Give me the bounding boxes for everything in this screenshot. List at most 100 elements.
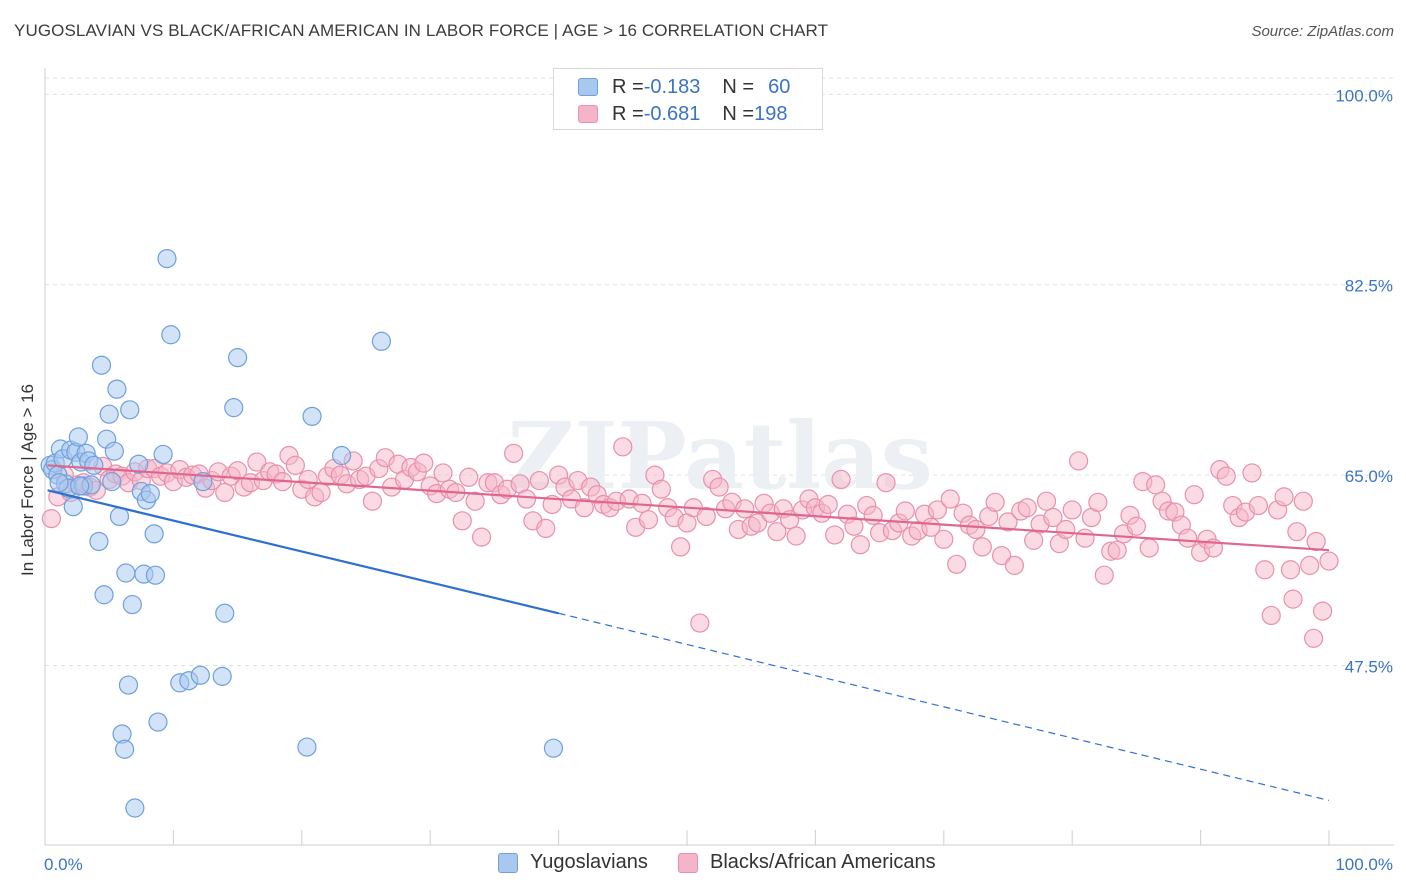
- yugoslavian-point: [215, 603, 235, 623]
- black-african-american-point: [1216, 466, 1236, 486]
- yugoslavian-point: [148, 712, 168, 732]
- black-african-american-point: [1248, 495, 1268, 516]
- black-african-american-point: [638, 510, 659, 530]
- black-african-american-point: [1184, 485, 1204, 505]
- legend-item-yugoslavians: Yugoslavians: [498, 851, 648, 874]
- source-label: Source: ZipAtlas.com: [1251, 23, 1394, 40]
- y-tick-label: 100.0%: [1335, 86, 1393, 105]
- black-african-american-point: [1312, 601, 1333, 621]
- yugoslavian-point: [193, 472, 213, 492]
- yugoslavian-point: [543, 738, 564, 758]
- black-african-american-point: [1280, 560, 1301, 580]
- legend-swatch-blue: [498, 852, 518, 873]
- yugoslavian-point: [84, 455, 104, 475]
- black-african-american-point: [1300, 555, 1320, 575]
- yugoslavian-point: [102, 472, 122, 492]
- yugoslavian-point: [94, 585, 114, 605]
- black-african-american-point: [613, 437, 633, 457]
- black-african-american-point: [1094, 565, 1114, 585]
- black-african-american-point: [1283, 589, 1303, 609]
- black-african-american-point: [651, 479, 671, 499]
- black-african-american-point: [1024, 530, 1044, 550]
- yugoslavian-point: [153, 444, 173, 465]
- yugoslavian-point: [104, 441, 124, 461]
- y-tick-label: 82.5%: [1345, 277, 1393, 296]
- black-african-american-point: [844, 516, 864, 536]
- black-african-american-point: [1088, 492, 1108, 512]
- yugoslavian-point: [332, 445, 352, 466]
- yugoslavian-point: [63, 497, 83, 517]
- trend-lines: [47, 464, 1330, 801]
- black-african-american-point: [414, 453, 434, 473]
- legend-r-label: R =: [612, 102, 644, 125]
- yugoslavian-trend-line-extension: [558, 612, 1330, 801]
- black-african-american-point: [1036, 491, 1057, 511]
- black-african-american-point: [529, 470, 549, 491]
- black-african-american-point: [504, 443, 524, 463]
- black-african-american-point: [696, 506, 716, 527]
- yugoslavian-point: [371, 331, 392, 351]
- black-african-american-points: [41, 437, 1339, 648]
- chart-title: YUGOSLAVIAN VS BLACK/AFRICAN AMERICAN IN…: [14, 21, 829, 40]
- yugoslavian-trend-line: [47, 489, 559, 615]
- black-african-american-point: [972, 537, 992, 557]
- black-african-american-point: [516, 489, 537, 509]
- grid-lines: [45, 77, 1394, 666]
- yugoslavian-point: [116, 563, 136, 583]
- black-african-american-point: [1255, 560, 1275, 580]
- black-african-american-point: [1107, 540, 1127, 560]
- black-african-american-point: [818, 494, 838, 515]
- black-african-american-point: [709, 477, 729, 497]
- yugoslavian-point: [129, 454, 149, 474]
- yugoslavian-point: [190, 665, 210, 685]
- black-african-american-point: [433, 463, 453, 483]
- legend-swatch-pink: [578, 105, 598, 123]
- legend-swatch-blue: [578, 78, 598, 96]
- black-african-american-point: [998, 512, 1018, 532]
- black-african-american-point: [863, 505, 883, 525]
- black-african-american-point: [452, 511, 472, 531]
- black-african-american-point: [1146, 475, 1166, 495]
- legend-r-value: -0.183: [643, 75, 701, 98]
- legend-row-yugoslavians: R = -0.183 N = 60: [578, 76, 790, 98]
- yugoslavian-point: [302, 406, 322, 426]
- yugoslavian-point: [91, 355, 112, 375]
- black-african-american-point: [1306, 531, 1326, 552]
- black-african-american-point: [850, 535, 870, 555]
- black-african-american-point: [471, 527, 492, 547]
- legend-r-label: R =: [612, 75, 644, 98]
- black-african-american-point: [1261, 605, 1281, 626]
- black-african-american-point: [748, 513, 768, 533]
- yugoslavian-point: [99, 404, 119, 424]
- x-tick-label: 0.0%: [44, 855, 83, 874]
- black-african-american-point: [247, 452, 267, 472]
- legend-n-label: N =: [722, 75, 755, 98]
- legend-row-black-african-americans: R = -0.681 N = 198: [578, 103, 787, 125]
- correlation-legend: R = -0.183 N = 60 R = -0.681 N = 198: [553, 68, 823, 130]
- black-african-american-point: [228, 461, 248, 481]
- black-african-american-point: [690, 613, 710, 633]
- black-african-american-point: [1069, 451, 1089, 471]
- legend-n-label: N =: [722, 102, 755, 125]
- black-african-american-point: [459, 467, 479, 487]
- black-african-american-point: [465, 491, 485, 511]
- yugoslavian-points: [40, 248, 564, 818]
- yugoslavian-point: [144, 524, 164, 544]
- black-african-american-point: [927, 500, 947, 520]
- yugoslavian-point: [115, 739, 135, 759]
- black-african-american-point: [362, 491, 383, 511]
- black-african-american-point: [1126, 516, 1147, 536]
- yugoslavian-point: [70, 476, 90, 496]
- black-african-american-point: [735, 499, 755, 519]
- yugoslavian-point: [122, 594, 142, 615]
- x-tick-label: 100.0%: [1335, 855, 1393, 874]
- yugoslavian-point: [157, 248, 177, 269]
- black-african-american-point: [1004, 555, 1025, 575]
- black-african-american-point: [1303, 628, 1324, 648]
- yugoslavian-point: [89, 531, 109, 552]
- y-axis-label: In Labor Force | Age > 16: [18, 383, 37, 577]
- black-african-american-point: [934, 529, 954, 549]
- black-african-american-point: [1017, 498, 1037, 518]
- yugoslavian-point: [145, 565, 166, 585]
